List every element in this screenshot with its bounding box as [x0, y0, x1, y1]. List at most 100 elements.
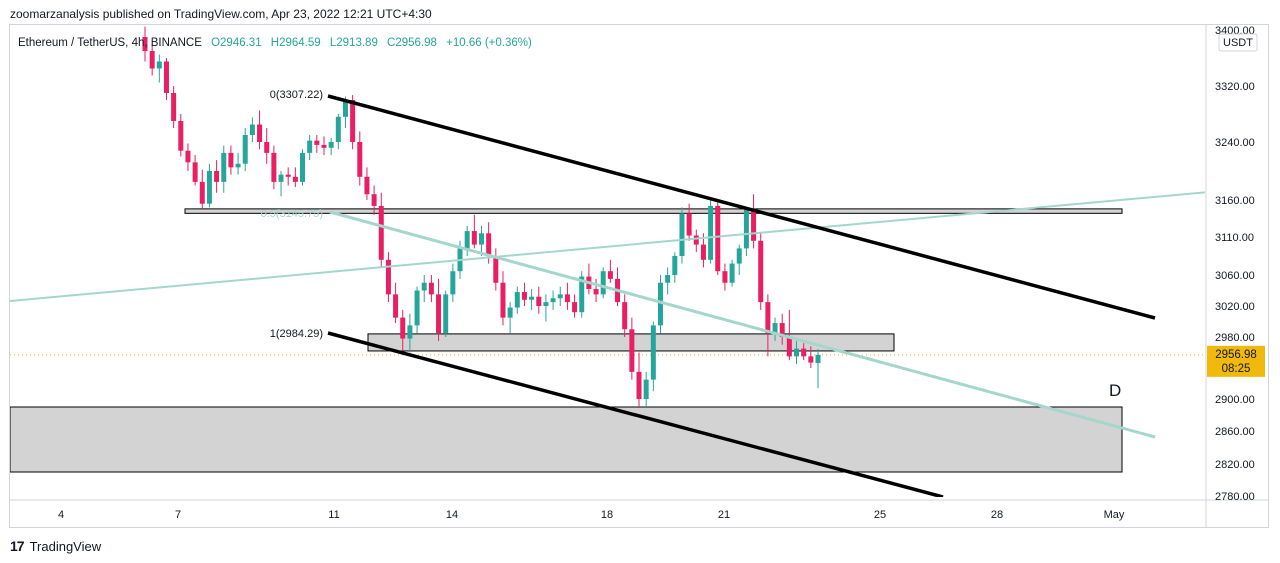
- candle-body: [428, 282, 434, 295]
- candle-body: [751, 208, 757, 241]
- candle-body: [500, 282, 506, 318]
- y-tick-label: 3060.00: [1215, 270, 1255, 282]
- candle-body: [758, 240, 764, 303]
- legend-low: L2913.89: [330, 37, 378, 49]
- y-tick-label: 3020.00: [1215, 301, 1255, 313]
- last-price-value: 2956.98: [1215, 349, 1257, 361]
- candle-body: [593, 288, 599, 295]
- x-tick-label: 28: [991, 509, 1003, 521]
- fib-level-1-label: 1(2984.29): [270, 328, 323, 340]
- x-tick-label: 4: [58, 509, 64, 521]
- candle-body: [486, 233, 492, 256]
- candle-body: [364, 176, 370, 195]
- candle-body: [307, 140, 313, 153]
- candle-body: [794, 348, 800, 357]
- candle-body: [300, 152, 306, 182]
- trend-line[interactable]: [329, 210, 1156, 439]
- y-tick-label: 3240.00: [1215, 137, 1255, 149]
- legend-change: +10.66 (+0.36%): [446, 37, 532, 49]
- candle-body: [421, 282, 427, 291]
- candle-body: [521, 292, 527, 300]
- candle-body: [808, 356, 814, 363]
- candle-body: [292, 176, 298, 182]
- candle-body: [436, 294, 442, 334]
- candle-body: [178, 121, 184, 151]
- footer-brand: TradingView: [29, 538, 102, 554]
- chart-legend: Ethereum / TetherUS, 4h, BINANCE O2946.3…: [18, 37, 532, 49]
- candle-body: [572, 302, 578, 313]
- candle-body: [357, 142, 363, 177]
- candle-body: [335, 116, 341, 142]
- published-by: zoomarzanalysis published on TradingView…: [10, 7, 432, 21]
- candle-body: [185, 150, 191, 163]
- price-zone[interactable]: [10, 406, 1123, 473]
- channel-upper-line[interactable]: [327, 94, 1156, 320]
- candle-body: [579, 276, 585, 313]
- y-tick-label: 2980.00: [1215, 332, 1255, 344]
- candle-body: [557, 294, 563, 299]
- candle-body: [815, 354, 821, 364]
- candle-body: [765, 302, 771, 334]
- pattern-point-d-label: D: [1109, 381, 1121, 400]
- candle-body: [600, 271, 606, 295]
- legend-high: H2964.59: [271, 37, 321, 49]
- candle-body: [536, 296, 542, 306]
- y-tick-label: 2820.00: [1215, 459, 1255, 471]
- x-tick-label: 18: [601, 509, 613, 521]
- y-tick-label: 2900.00: [1215, 394, 1255, 406]
- candle-body: [450, 271, 456, 295]
- candle-body: [328, 142, 334, 148]
- candle-body: [686, 213, 692, 236]
- x-tick-label: 25: [874, 509, 886, 521]
- candle-body: [371, 194, 377, 206]
- channel-lower-line[interactable]: [327, 331, 944, 497]
- candle-body: [192, 162, 198, 182]
- candle-body: [407, 325, 413, 339]
- candle-body: [629, 329, 635, 372]
- last-price-tag: [1207, 345, 1265, 377]
- chart-frame: [9, 24, 1269, 528]
- candle-body: [214, 171, 220, 182]
- candle-body: [493, 256, 499, 283]
- candle-body: [149, 51, 155, 69]
- candle-body: [779, 323, 785, 337]
- trend-line[interactable]: [10, 186, 1275, 302]
- candle-body: [529, 296, 535, 300]
- candle-body: [142, 37, 148, 51]
- candle-body: [708, 205, 714, 260]
- candle-body: [801, 348, 807, 357]
- bar-countdown: 08:25: [1222, 363, 1251, 375]
- candle-body: [321, 144, 327, 148]
- currency-badge[interactable]: [1218, 33, 1258, 52]
- fib-level-05-label: 0.5(3145.75): [261, 208, 323, 220]
- candle-body: [743, 208, 749, 249]
- candle-body: [249, 124, 255, 135]
- candle-body: [514, 292, 520, 308]
- y-tick-label: 2780.00: [1215, 491, 1255, 503]
- candle-body: [693, 235, 699, 245]
- candle-body: [206, 171, 212, 204]
- candle-body: [786, 337, 792, 357]
- candle-body: [443, 294, 449, 334]
- legend-symbol: Ethereum / TetherUS, 4h, BINANCE: [18, 37, 202, 49]
- candle-body: [393, 294, 399, 318]
- candle-body: [650, 325, 656, 380]
- candle-body: [550, 298, 556, 303]
- candle-body: [242, 135, 248, 164]
- candle-body: [221, 152, 227, 182]
- candle-body: [464, 231, 470, 249]
- candle-body: [257, 124, 263, 142]
- candle-body: [264, 142, 270, 153]
- candle-body: [636, 371, 642, 399]
- y-tick-label: 3320.00: [1215, 81, 1255, 93]
- candle-body: [271, 152, 277, 182]
- x-tick-label: 14: [446, 509, 458, 521]
- candle-body: [665, 275, 671, 283]
- candle-body: [350, 100, 356, 142]
- candle-body: [342, 100, 348, 117]
- price-zone[interactable]: [184, 208, 1123, 214]
- x-tick-label: 7: [175, 509, 181, 521]
- candle-body: [543, 302, 549, 306]
- candle-body: [385, 259, 391, 295]
